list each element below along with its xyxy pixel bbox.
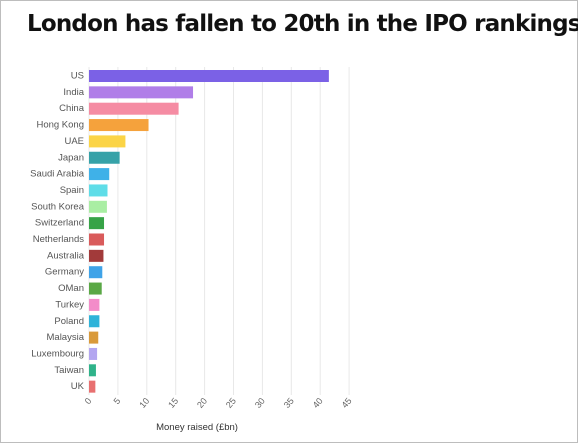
category-label: Malaysia: [47, 332, 85, 343]
category-label: Australia: [47, 250, 85, 261]
category-label: South Korea: [31, 201, 85, 212]
category-label: Luxembourg: [31, 348, 84, 359]
bar-uae: [89, 135, 126, 148]
x-tick-label: 15: [166, 396, 180, 410]
x-tick-label: 40: [311, 396, 325, 410]
bar-hong-kong: [89, 119, 149, 132]
bar-oman: [89, 282, 102, 295]
bar-germany: [89, 266, 103, 279]
bar-netherlands: [89, 233, 105, 246]
bar-india: [89, 86, 194, 99]
bar-japan: [89, 151, 120, 164]
bar-poland: [89, 315, 100, 328]
x-tick-label: 35: [282, 396, 296, 410]
category-label: Hong Kong: [36, 120, 84, 131]
category-label: US: [71, 71, 84, 82]
x-axis-label: Money raised (£bn): [156, 422, 238, 433]
x-tick-label: 25: [224, 396, 238, 410]
x-tick-label: 20: [195, 396, 209, 410]
category-label: Poland: [54, 316, 84, 327]
category-label: Taiwan: [54, 365, 84, 376]
category-label: UAE: [64, 136, 84, 147]
category-label: China: [59, 103, 85, 114]
category-label: Switzerland: [35, 218, 84, 229]
category-label: India: [63, 87, 84, 98]
chart-title: London has fallen to 20th in the IPO ran…: [27, 11, 578, 37]
bar-us: [89, 70, 329, 82]
bar-saudi-arabia: [89, 168, 110, 181]
bar-switzerland: [89, 217, 105, 230]
bar-china: [89, 102, 179, 115]
x-tick-label: 10: [137, 396, 151, 410]
category-label: Turkey: [55, 299, 84, 310]
x-tick-label: 0: [83, 396, 94, 406]
category-label: Saudi Arabia: [30, 169, 85, 180]
category-label: OMan: [58, 283, 84, 294]
bar-australia: [89, 249, 104, 262]
x-tick-label: 30: [253, 396, 267, 410]
category-label: Japan: [58, 152, 84, 163]
bar-spain: [89, 184, 108, 197]
category-label: Germany: [45, 267, 84, 278]
bar-turkey: [89, 298, 100, 311]
category-label: Netherlands: [33, 234, 84, 245]
x-tick-label: 5: [112, 396, 123, 406]
bar-uk: [89, 380, 96, 393]
category-label: UK: [71, 381, 85, 392]
bar-taiwan: [89, 364, 96, 377]
bar-south-korea: [89, 200, 107, 213]
bar-luxembourg: [89, 347, 98, 360]
category-label: Spain: [60, 185, 84, 196]
x-tick-label: 45: [340, 396, 354, 410]
bar-malaysia: [89, 331, 99, 344]
